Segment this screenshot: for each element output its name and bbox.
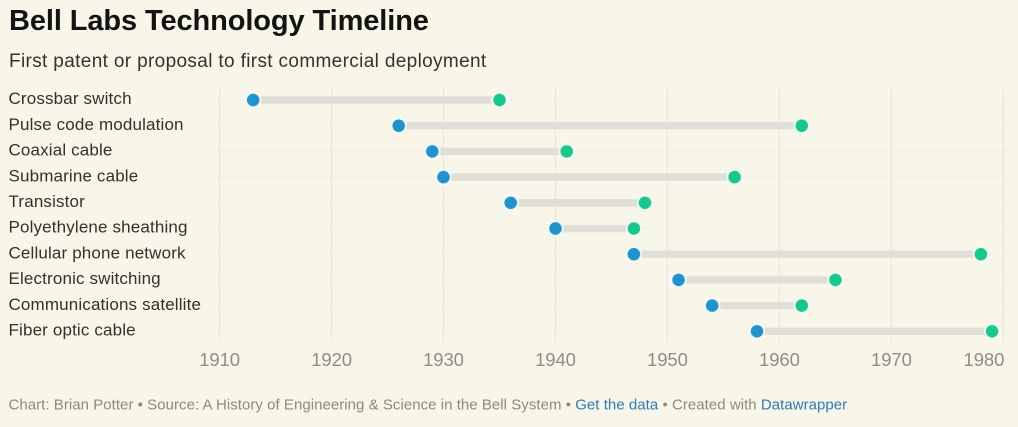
- svg-text:1910: 1910: [199, 349, 240, 370]
- svg-text:1950: 1950: [647, 349, 688, 370]
- svg-text:1960: 1960: [759, 349, 800, 370]
- svg-text:Electronic switching: Electronic switching: [9, 269, 161, 288]
- svg-text:Chart: Brian Potter • Source:: Chart: Brian Potter • Source: A History …: [9, 396, 848, 413]
- svg-text:Crossbar switch: Crossbar switch: [9, 89, 132, 108]
- svg-text:1920: 1920: [311, 349, 352, 370]
- svg-text:Polyethylene sheathing: Polyethylene sheathing: [9, 218, 188, 237]
- svg-text:1980: 1980: [964, 349, 1005, 370]
- svg-text:Pulse code modulation: Pulse code modulation: [9, 115, 184, 134]
- svg-text:Transistor: Transistor: [9, 192, 86, 211]
- svg-text:Coaxial cable: Coaxial cable: [9, 141, 113, 160]
- svg-text:Cellular phone network: Cellular phone network: [9, 243, 187, 262]
- svg-text:Fiber optic cable: Fiber optic cable: [9, 321, 136, 340]
- svg-text:Communications satellite: Communications satellite: [9, 295, 202, 314]
- svg-text:1970: 1970: [871, 349, 912, 370]
- svg-text:1930: 1930: [423, 349, 464, 370]
- svg-text:1940: 1940: [535, 349, 576, 370]
- svg-text:Submarine cable: Submarine cable: [9, 166, 139, 185]
